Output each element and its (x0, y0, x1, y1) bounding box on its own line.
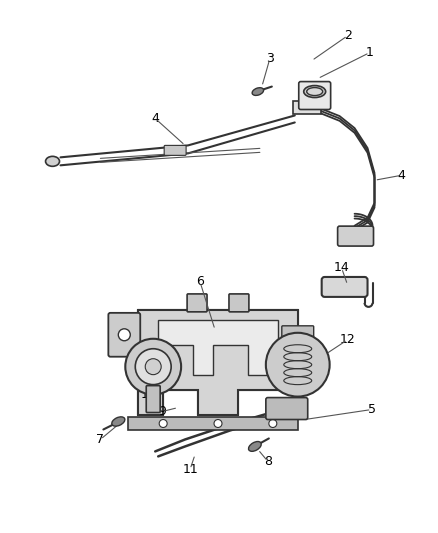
FancyBboxPatch shape (321, 277, 367, 297)
Text: 6: 6 (196, 276, 204, 288)
Text: 10: 10 (140, 388, 156, 401)
Ellipse shape (304, 86, 326, 98)
Ellipse shape (307, 87, 323, 95)
Circle shape (266, 333, 330, 397)
FancyBboxPatch shape (299, 82, 331, 109)
Text: 7: 7 (96, 433, 104, 446)
Circle shape (118, 329, 130, 341)
Text: 1: 1 (366, 46, 374, 59)
Text: 4: 4 (151, 112, 159, 125)
FancyBboxPatch shape (229, 294, 249, 312)
Text: 12: 12 (340, 333, 356, 346)
Text: 5: 5 (367, 403, 375, 416)
FancyBboxPatch shape (293, 101, 321, 115)
FancyBboxPatch shape (187, 294, 207, 312)
Circle shape (145, 359, 161, 375)
Text: 14: 14 (334, 262, 350, 274)
Text: 9: 9 (158, 405, 166, 418)
Text: 11: 11 (182, 463, 198, 476)
FancyBboxPatch shape (146, 385, 160, 413)
Circle shape (269, 419, 277, 427)
FancyBboxPatch shape (338, 226, 374, 246)
FancyBboxPatch shape (128, 416, 298, 431)
Text: 2: 2 (344, 29, 352, 42)
Polygon shape (158, 320, 278, 375)
FancyBboxPatch shape (108, 313, 140, 357)
FancyBboxPatch shape (266, 398, 308, 419)
FancyBboxPatch shape (164, 146, 186, 155)
Circle shape (125, 339, 181, 394)
Polygon shape (138, 310, 298, 415)
Text: 8: 8 (264, 455, 272, 468)
Ellipse shape (248, 441, 261, 451)
Ellipse shape (252, 88, 264, 95)
Circle shape (135, 349, 171, 385)
FancyBboxPatch shape (282, 326, 314, 340)
Ellipse shape (46, 156, 60, 166)
Circle shape (214, 419, 222, 427)
Ellipse shape (112, 417, 125, 426)
Circle shape (159, 419, 167, 427)
FancyBboxPatch shape (310, 92, 320, 101)
Text: 3: 3 (266, 52, 274, 65)
Text: 4: 4 (397, 169, 405, 182)
